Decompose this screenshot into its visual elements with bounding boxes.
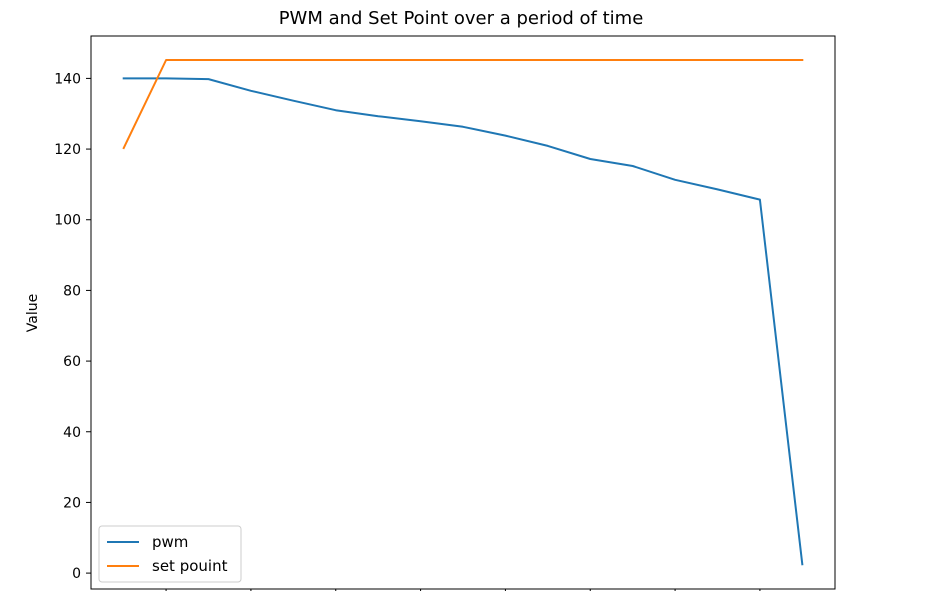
y-tick-label: 100 bbox=[54, 213, 81, 229]
y-tick-label: 40 bbox=[63, 425, 81, 441]
legend: pwm set pouint bbox=[98, 525, 242, 583]
y-tick-label: 0 bbox=[72, 566, 81, 582]
legend-entry-label: pwm bbox=[152, 533, 188, 551]
series-line-set-point bbox=[122, 59, 804, 150]
legend-box bbox=[98, 525, 242, 583]
series-line-pwm bbox=[122, 77, 804, 566]
chart-title: PWM and Set Point over a period of time bbox=[279, 8, 644, 29]
y-tick-label: 80 bbox=[63, 283, 81, 299]
plot-frame bbox=[90, 35, 836, 590]
y-axis-label: Value bbox=[25, 294, 41, 332]
y-tick-label: 20 bbox=[63, 495, 81, 511]
plot-area: 0 20 40 60 80 100 120 140 bbox=[54, 59, 804, 591]
y-tick-label: 140 bbox=[54, 71, 81, 87]
y-tick-label: 60 bbox=[63, 354, 81, 370]
y-tick-label: 120 bbox=[54, 142, 81, 158]
legend-entry-label: set pouint bbox=[152, 557, 228, 575]
